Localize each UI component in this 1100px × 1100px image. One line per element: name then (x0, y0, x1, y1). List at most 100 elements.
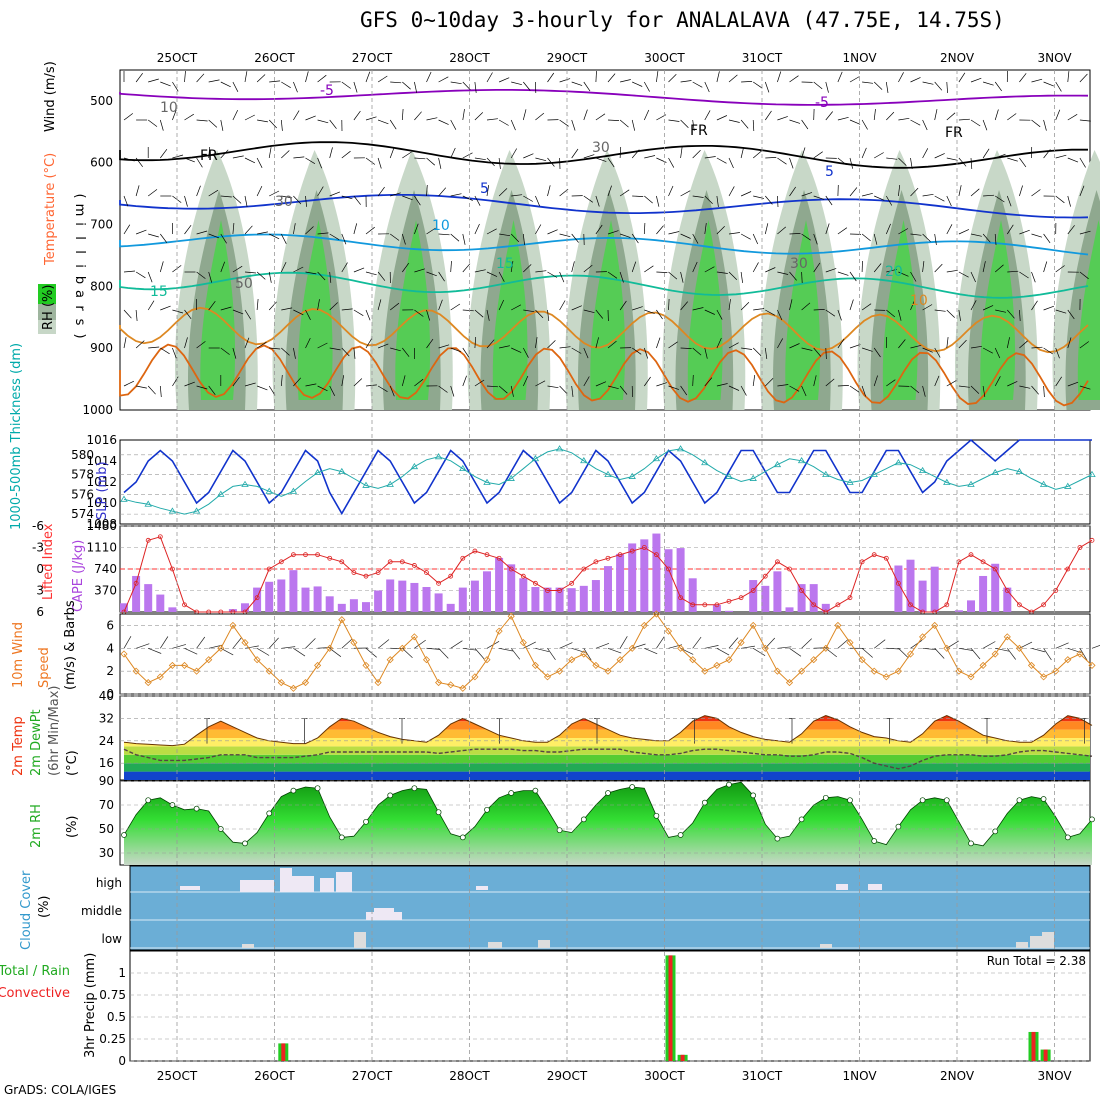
wind-barb (1043, 233, 1051, 244)
date-label-bottom: 31OCT (742, 1069, 783, 1083)
wind-barb (1031, 385, 1039, 395)
wind-barb (620, 79, 631, 83)
wind-barb (765, 267, 776, 273)
wind-barb (329, 119, 337, 129)
wind10m-barb (753, 647, 766, 656)
wind-barb (752, 119, 755, 132)
wind-barb (450, 347, 462, 353)
rh-marker (822, 794, 829, 801)
wind10m-barb (474, 648, 485, 660)
wind-barb (619, 146, 622, 159)
thickness-tick: 576 (71, 487, 94, 501)
wind-barb (704, 266, 715, 273)
wind-speed-marker (326, 644, 334, 652)
wind-barb (668, 231, 680, 235)
wind-barb (740, 385, 747, 396)
wind-barb (643, 347, 649, 359)
wind-barb (777, 309, 783, 321)
rh-marker (895, 823, 902, 830)
precip-tick: 1 (118, 966, 126, 980)
wind-speed-marker (1088, 661, 1096, 669)
wind-barb (365, 116, 377, 121)
wind-barb (1079, 271, 1089, 280)
wind-barb (220, 306, 232, 311)
wind-barb (704, 110, 711, 121)
thickness-marker (580, 456, 588, 464)
mid-cloud-bar (366, 912, 402, 920)
wind-speed-marker (217, 644, 225, 652)
wind-barb (438, 233, 450, 236)
cape-bar (531, 587, 540, 612)
wind-barb (873, 233, 878, 245)
high-cloud-bar (836, 884, 848, 890)
slp-tick: 1008 (86, 517, 117, 531)
wind-barb (244, 71, 248, 83)
wind-barb (147, 119, 158, 127)
cape-bar (241, 603, 249, 612)
wind-barb (160, 347, 170, 355)
rh-marker (992, 828, 999, 835)
wind-speed-marker (168, 661, 176, 669)
wind-barb (474, 309, 484, 318)
wind-barb (716, 225, 725, 235)
wind-barb (184, 157, 195, 163)
wind-barb (256, 385, 268, 391)
wind-speed-marker (410, 633, 418, 641)
date-label-bottom: 28OCT (449, 1069, 490, 1083)
wind-barb (728, 385, 740, 391)
wind-barb (994, 109, 999, 121)
wind-barb (801, 233, 811, 241)
wind-speed-marker (713, 661, 721, 669)
wind10m-axis-line: Speed (37, 647, 52, 688)
wind-barb (389, 233, 400, 241)
wind-barb (547, 72, 555, 83)
wind-barb (135, 340, 145, 349)
cape-tick: 370 (94, 584, 117, 598)
temp-tick: 32 (99, 711, 114, 725)
wind-barb (305, 226, 314, 235)
cape-tick: 1480 (86, 519, 117, 533)
contour-label: 10 (432, 218, 450, 234)
cloud-level-label: middle (81, 904, 122, 918)
wind-barb (486, 118, 498, 121)
wind-barb (970, 271, 976, 283)
cape-bar (156, 594, 165, 612)
wind-barb (414, 111, 422, 121)
wind-barb (970, 188, 980, 197)
wind-barb (982, 81, 994, 86)
wind-barb (849, 76, 860, 83)
precip-convective-bar (668, 955, 673, 1061)
high-cloud-bar (292, 876, 314, 892)
wind-barb (692, 149, 701, 159)
cape-bar (809, 584, 818, 612)
wind-barb (208, 233, 220, 239)
wind-barb (595, 70, 597, 83)
wind-speed-marker (205, 656, 213, 664)
wind-barb (317, 385, 328, 392)
wind-barb (438, 299, 443, 311)
wind-barb (535, 337, 538, 349)
wind-barb (789, 271, 797, 281)
temp2m-axis-line: (°C) (65, 750, 80, 776)
wind-barb (317, 74, 327, 83)
wind-barb (123, 195, 129, 207)
wind-barb (825, 111, 833, 121)
wind10m-barb (1079, 648, 1088, 661)
wind-barb (571, 233, 579, 243)
wind-barb (668, 157, 675, 168)
wind-barb (789, 186, 796, 197)
wind10m-barb (160, 636, 169, 649)
wind-barb (801, 347, 813, 351)
wind-barb (619, 271, 624, 283)
wind-barb (1055, 154, 1067, 159)
wind-barb (160, 81, 171, 87)
wind-barb (1079, 119, 1091, 122)
wind-barb (123, 380, 135, 387)
wind-barb (329, 233, 340, 240)
wind-barb (922, 261, 925, 273)
wind-barbs (123, 70, 1091, 398)
wind-barb (837, 271, 849, 276)
li-marker (702, 602, 708, 608)
wind-barb (934, 109, 938, 121)
wind-speed-marker (834, 621, 842, 629)
